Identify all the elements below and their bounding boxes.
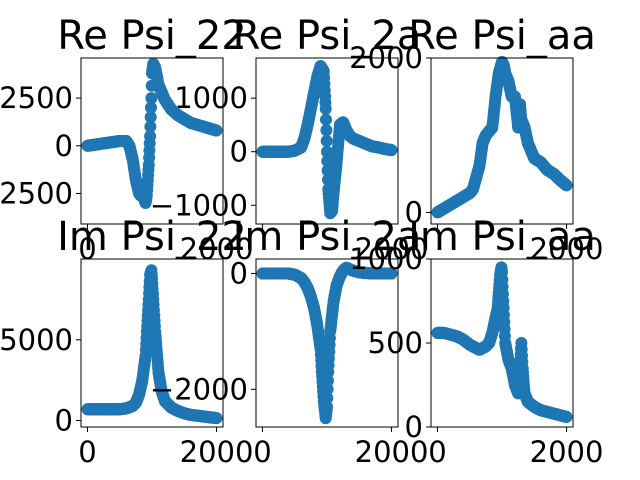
y-tick-label: 0 bbox=[230, 135, 248, 169]
y-tick-label: 0 bbox=[405, 195, 423, 229]
data-point bbox=[385, 144, 398, 157]
axes-frame bbox=[80, 258, 224, 428]
data-point bbox=[320, 124, 333, 137]
y-tick-label: 0 bbox=[55, 129, 73, 163]
y-tick-label: 5000 bbox=[0, 323, 73, 357]
data-point bbox=[145, 92, 158, 105]
x-tick-label: 0 bbox=[78, 435, 96, 469]
subplot-2: 2000 −1000 0 1000 Re Psi_2a bbox=[150, 13, 429, 266]
y-tick-label: 0 bbox=[55, 404, 73, 438]
axes-frame bbox=[430, 57, 574, 225]
scatter-series bbox=[431, 55, 573, 219]
x-tick-label: 2000 bbox=[355, 232, 429, 266]
y-tick-label: −1000 bbox=[150, 188, 248, 222]
subplot-title: Im Psi_22 bbox=[57, 214, 247, 260]
subplot-title: Im Psi_aa bbox=[408, 214, 596, 260]
data-point bbox=[321, 155, 334, 168]
scatter-series bbox=[81, 57, 223, 209]
scatter-series bbox=[256, 261, 398, 425]
x-tick-label: 0 bbox=[253, 435, 271, 469]
x-tick-label: 2000 bbox=[355, 435, 429, 469]
y-tick-label: 2500 bbox=[0, 81, 73, 115]
data-point bbox=[210, 124, 223, 137]
subplot-title: Im Psi_2a bbox=[233, 214, 422, 260]
data-point bbox=[560, 179, 573, 192]
y-tick-label: 1000 bbox=[174, 81, 248, 115]
y-tick-label: 1000 bbox=[349, 242, 423, 276]
x-tick-label: 2000 bbox=[180, 232, 254, 266]
data-point bbox=[321, 392, 334, 404]
y-tick-label: 500 bbox=[368, 326, 423, 360]
data-point bbox=[320, 113, 332, 126]
data-point bbox=[321, 145, 333, 158]
y-tick-label: 0 bbox=[405, 410, 423, 444]
data-point bbox=[321, 383, 334, 396]
data-point bbox=[322, 374, 334, 387]
data-point bbox=[144, 130, 157, 143]
y-tick-label: −2500 bbox=[0, 176, 73, 210]
scatter-series bbox=[256, 60, 398, 220]
x-tick-label: 0 bbox=[78, 232, 96, 266]
data-point bbox=[385, 267, 398, 280]
x-tick-label: 2000 bbox=[180, 435, 254, 469]
y-tick-label: 0 bbox=[230, 256, 248, 290]
axes-frame bbox=[255, 258, 399, 428]
data-point bbox=[144, 111, 157, 124]
data-point bbox=[319, 102, 332, 115]
data-point bbox=[560, 410, 573, 423]
subplot-title: Re Psi_aa bbox=[408, 13, 596, 59]
scatter-series bbox=[81, 264, 223, 425]
y-tick-label: 2000 bbox=[349, 41, 423, 75]
y-tick-label: −2000 bbox=[150, 372, 248, 406]
data-point bbox=[145, 101, 157, 114]
data-point bbox=[320, 135, 333, 147]
axes-frame bbox=[80, 57, 224, 225]
axes-frame bbox=[255, 57, 399, 225]
x-tick-label: 2000 bbox=[530, 232, 604, 266]
data-point bbox=[321, 400, 333, 413]
x-tick-label: 2000 bbox=[530, 435, 604, 469]
x-tick-label: 0 bbox=[428, 435, 446, 469]
subplot-title: Re Psi_2a bbox=[233, 13, 422, 59]
data-point bbox=[144, 120, 157, 133]
data-point bbox=[210, 412, 223, 425]
scatter-series bbox=[431, 261, 573, 423]
subplot-title: Re Psi_22 bbox=[57, 13, 247, 59]
